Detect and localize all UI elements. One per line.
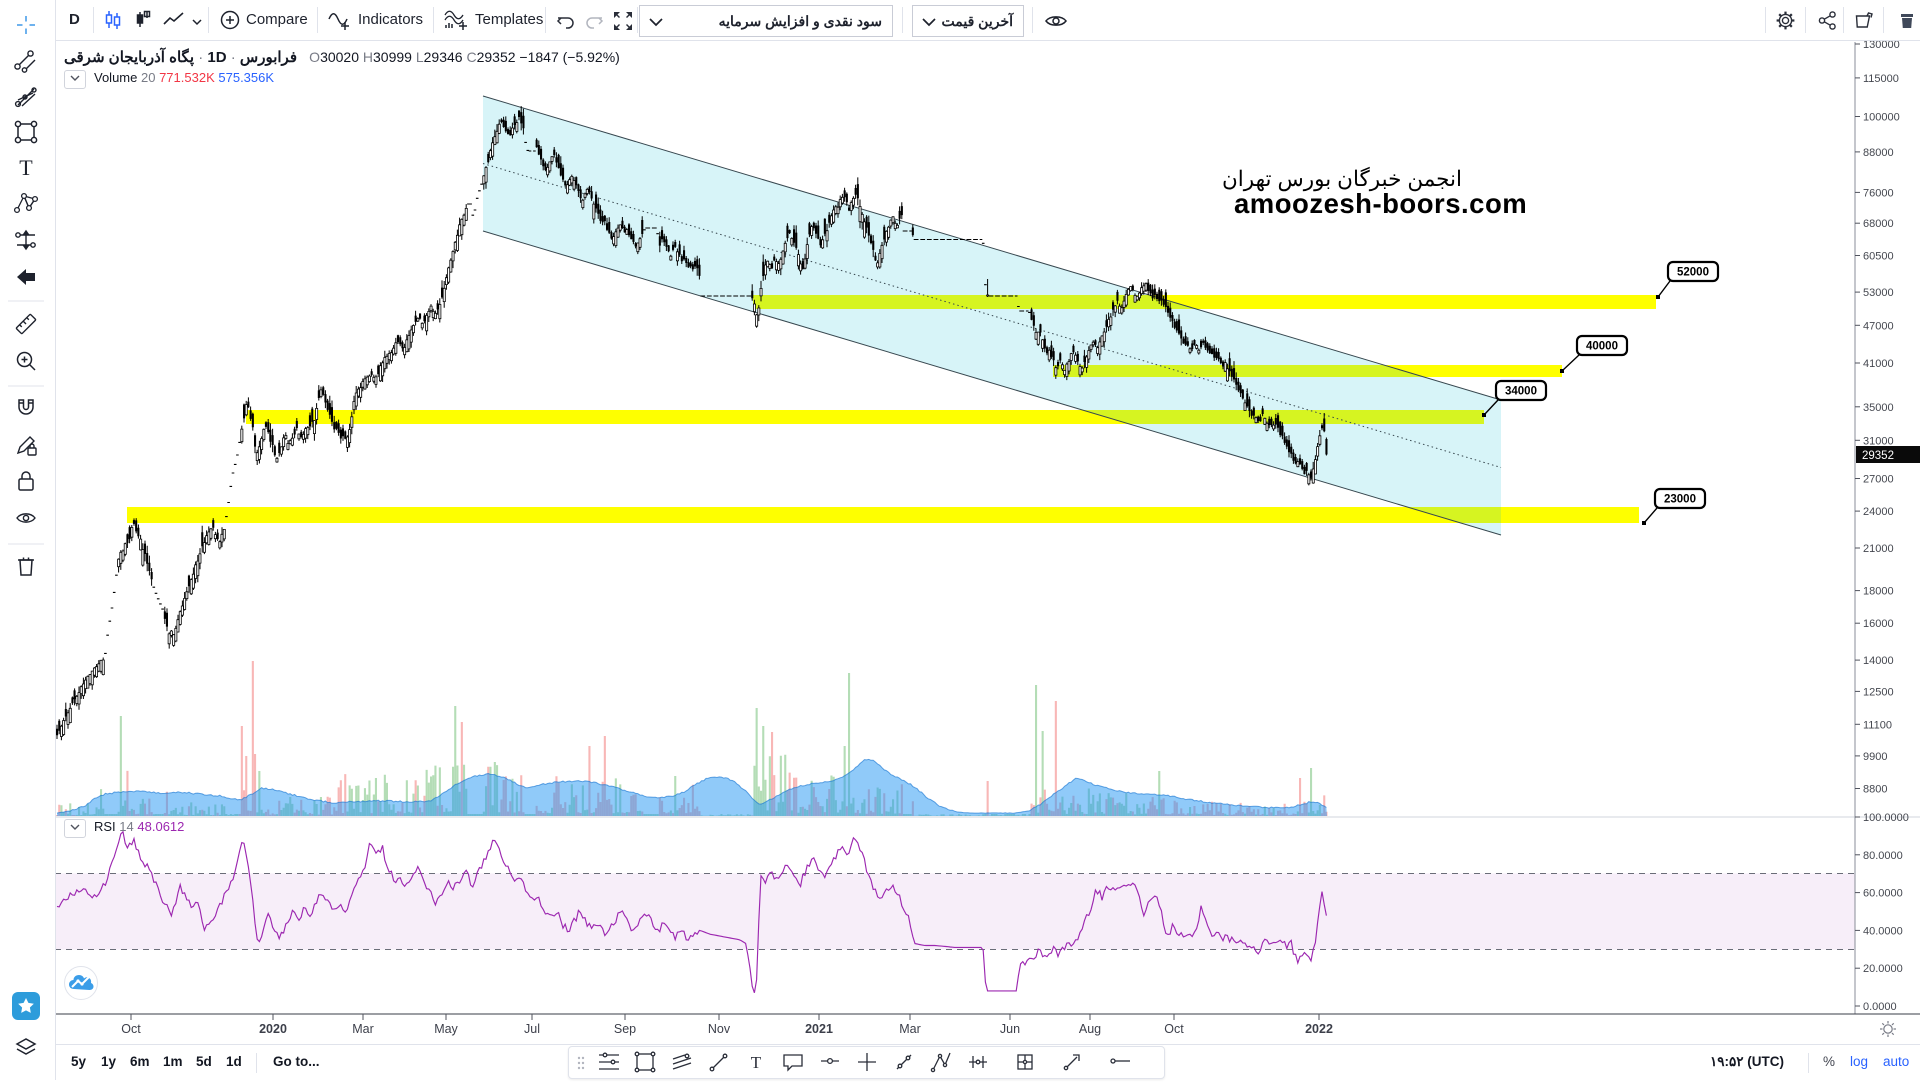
- svg-text:May: May: [434, 1022, 458, 1036]
- svg-text:27000: 27000: [1863, 474, 1894, 486]
- svg-text:29352: 29352: [1862, 450, 1894, 462]
- svg-text:Mar: Mar: [899, 1022, 921, 1036]
- svg-text:12500: 12500: [1863, 686, 1894, 698]
- svg-text:انجمن خبرگان بورس تهران: انجمن خبرگان بورس تهران: [1222, 166, 1462, 192]
- svg-text:47000: 47000: [1863, 320, 1894, 332]
- svg-text:amoozesh-boors.com: amoozesh-boors.com: [1234, 188, 1527, 219]
- svg-text:2022: 2022: [1305, 1022, 1333, 1036]
- svg-text:0.0000: 0.0000: [1863, 1001, 1897, 1013]
- svg-text:60500: 60500: [1863, 251, 1894, 263]
- svg-text:31000: 31000: [1863, 435, 1894, 447]
- svg-text:21000: 21000: [1863, 543, 1894, 555]
- svg-text:115000: 115000: [1863, 73, 1899, 85]
- svg-text:Mar: Mar: [352, 1022, 374, 1036]
- svg-text:2021: 2021: [805, 1022, 833, 1036]
- svg-text:40.0000: 40.0000: [1863, 925, 1903, 937]
- svg-text:9900: 9900: [1863, 751, 1887, 763]
- svg-text:68000: 68000: [1863, 218, 1894, 230]
- svg-text:11100: 11100: [1863, 719, 1892, 731]
- svg-text:14000: 14000: [1863, 655, 1894, 667]
- svg-text:130000: 130000: [1863, 39, 1900, 51]
- svg-text:76000: 76000: [1863, 187, 1894, 199]
- svg-text:88000: 88000: [1863, 147, 1894, 159]
- svg-text:Oct: Oct: [1164, 1022, 1184, 1036]
- svg-text:100.0000: 100.0000: [1863, 812, 1909, 824]
- svg-text:52000: 52000: [1677, 267, 1709, 279]
- svg-text:Jun: Jun: [1000, 1022, 1020, 1036]
- svg-text:T: T: [751, 1053, 762, 1072]
- svg-text:80.0000: 80.0000: [1863, 850, 1903, 862]
- svg-text:Sep: Sep: [614, 1022, 636, 1036]
- svg-text:16000: 16000: [1863, 618, 1894, 630]
- svg-text:2020: 2020: [259, 1022, 287, 1036]
- svg-text:8800: 8800: [1863, 784, 1887, 796]
- svg-text:Oct: Oct: [121, 1022, 141, 1036]
- svg-text:34000: 34000: [1505, 386, 1537, 398]
- svg-text:Nov: Nov: [708, 1022, 731, 1036]
- svg-text:100000: 100000: [1863, 112, 1900, 124]
- svg-text:41000: 41000: [1863, 358, 1894, 370]
- svg-text:20.0000: 20.0000: [1863, 963, 1903, 975]
- svg-text:18000: 18000: [1863, 586, 1894, 598]
- svg-text:Aug: Aug: [1079, 1022, 1101, 1036]
- svg-text:Jul: Jul: [524, 1022, 540, 1036]
- svg-text:35000: 35000: [1863, 402, 1894, 414]
- svg-text:23000: 23000: [1664, 494, 1696, 506]
- svg-text:40000: 40000: [1586, 341, 1618, 353]
- svg-text:T: T: [19, 155, 33, 180]
- svg-text:60.0000: 60.0000: [1863, 888, 1903, 900]
- svg-text:24000: 24000: [1863, 506, 1894, 518]
- svg-text:53000: 53000: [1863, 287, 1894, 299]
